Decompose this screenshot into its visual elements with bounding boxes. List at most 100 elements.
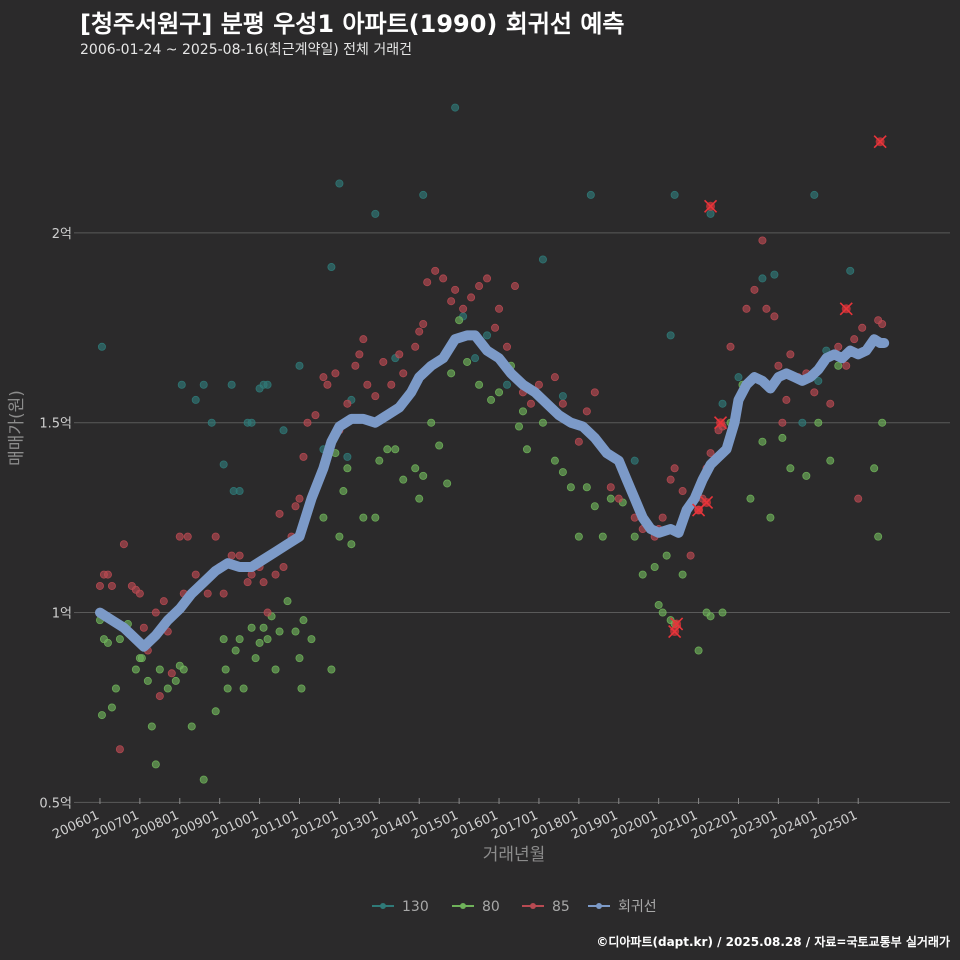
data-point-80 bbox=[371, 513, 380, 522]
data-point-130 bbox=[451, 103, 460, 112]
data-point-85 bbox=[770, 312, 779, 321]
data-point-80 bbox=[223, 684, 232, 693]
data-point-130 bbox=[335, 179, 344, 188]
y-tick-label: 2억 bbox=[52, 227, 72, 242]
credit-text: ©디아파트(dapt.kr) / 2025.08.28 / 자료=국토교통부 실… bbox=[596, 935, 950, 949]
data-point-80 bbox=[319, 513, 328, 522]
data-point-85 bbox=[503, 342, 512, 351]
data-point-85 bbox=[706, 449, 715, 458]
data-point-85 bbox=[526, 399, 535, 408]
data-point-80 bbox=[495, 388, 504, 397]
highlight-marker bbox=[873, 135, 887, 149]
data-point-130 bbox=[247, 418, 256, 427]
data-point-85 bbox=[271, 570, 280, 579]
x-tick-label: 202501 bbox=[809, 808, 860, 843]
x-axis-ticks: 2006012007012008012009012010012011012012… bbox=[50, 798, 860, 843]
data-point-80 bbox=[155, 665, 164, 674]
data-point-85 bbox=[762, 304, 771, 313]
data-point-85 bbox=[834, 342, 843, 351]
data-point-85 bbox=[742, 304, 751, 313]
data-point-85 bbox=[686, 551, 695, 560]
data-point-130 bbox=[810, 190, 819, 199]
highlight-marker bbox=[839, 302, 853, 316]
data-point-80 bbox=[475, 380, 484, 389]
data-point-80 bbox=[231, 646, 240, 655]
data-point-80 bbox=[399, 475, 408, 484]
data-point-85 bbox=[858, 323, 867, 332]
data-point-80 bbox=[307, 635, 316, 644]
data-point-130 bbox=[718, 399, 727, 408]
data-point-80 bbox=[550, 456, 559, 465]
data-point-80 bbox=[443, 479, 452, 488]
y-tick-label: 0.5억 bbox=[39, 796, 72, 811]
data-point-85 bbox=[750, 285, 759, 294]
data-point-80 bbox=[518, 407, 527, 416]
data-point-85 bbox=[359, 335, 368, 344]
legend-item-130: 130 bbox=[372, 899, 429, 915]
data-point-130 bbox=[483, 331, 492, 340]
data-point-85 bbox=[303, 418, 312, 427]
data-point-80 bbox=[335, 532, 344, 541]
data-point-80 bbox=[251, 654, 260, 663]
data-point-85 bbox=[371, 392, 380, 401]
data-point-85 bbox=[439, 274, 448, 283]
data-point-85 bbox=[678, 487, 687, 496]
legend-label: 130 bbox=[402, 899, 429, 915]
legend-item-80: 80 bbox=[452, 899, 500, 915]
data-point-80 bbox=[658, 608, 667, 617]
data-point-80 bbox=[163, 684, 172, 693]
data-point-130 bbox=[798, 418, 807, 427]
data-point-80 bbox=[327, 665, 336, 674]
data-point-80 bbox=[826, 456, 835, 465]
data-point-130 bbox=[227, 380, 236, 389]
data-point-130 bbox=[419, 190, 428, 199]
data-point-130 bbox=[471, 354, 480, 363]
data-point-80 bbox=[654, 600, 663, 609]
data-point-85 bbox=[574, 437, 583, 446]
data-point-130 bbox=[371, 209, 380, 218]
data-point-80 bbox=[297, 684, 306, 693]
data-point-85 bbox=[666, 475, 675, 484]
highlight-cross bbox=[713, 416, 728, 430]
data-point-85 bbox=[658, 513, 667, 522]
data-point-80 bbox=[590, 502, 599, 511]
data-point-80 bbox=[718, 608, 727, 617]
data-point-80 bbox=[662, 551, 671, 560]
data-point-80 bbox=[211, 707, 220, 716]
data-point-130 bbox=[327, 263, 336, 272]
data-point-80 bbox=[455, 316, 464, 325]
data-point-80 bbox=[786, 464, 795, 473]
data-point-85 bbox=[582, 407, 591, 416]
data-point-85 bbox=[419, 319, 428, 328]
data-point-85 bbox=[411, 342, 420, 351]
data-point-85 bbox=[95, 581, 104, 590]
data-point-85 bbox=[219, 589, 228, 598]
data-point-80 bbox=[630, 532, 639, 541]
data-point-130 bbox=[263, 380, 272, 389]
data-point-85 bbox=[534, 380, 543, 389]
highlight-marker bbox=[699, 495, 714, 510]
data-point-80 bbox=[107, 703, 116, 712]
data-point-130 bbox=[295, 361, 304, 370]
y-tick-label: 1억 bbox=[52, 607, 72, 622]
data-point-85 bbox=[510, 282, 519, 291]
legend: 130 80 85 회귀선 bbox=[372, 899, 657, 915]
data-point-130 bbox=[191, 395, 200, 404]
data-point-85 bbox=[275, 509, 284, 518]
data-point-85 bbox=[323, 380, 332, 389]
data-point-80 bbox=[778, 433, 787, 442]
x-axis-title: 거래년월 bbox=[483, 845, 546, 865]
data-point-85 bbox=[331, 369, 340, 378]
data-point-85 bbox=[395, 350, 404, 359]
chart-title: [청주서원구] 분평 우성1 아파트(1990) 회귀선 예측 bbox=[80, 10, 625, 38]
grid-lines bbox=[80, 232, 950, 803]
data-point-80 bbox=[746, 494, 755, 503]
data-point-80 bbox=[463, 357, 472, 366]
data-point-80 bbox=[419, 471, 428, 480]
data-point-85 bbox=[263, 608, 272, 617]
data-point-80 bbox=[199, 775, 208, 784]
data-point-85 bbox=[726, 342, 735, 351]
data-point-130 bbox=[586, 190, 595, 199]
data-point-85 bbox=[295, 494, 304, 503]
